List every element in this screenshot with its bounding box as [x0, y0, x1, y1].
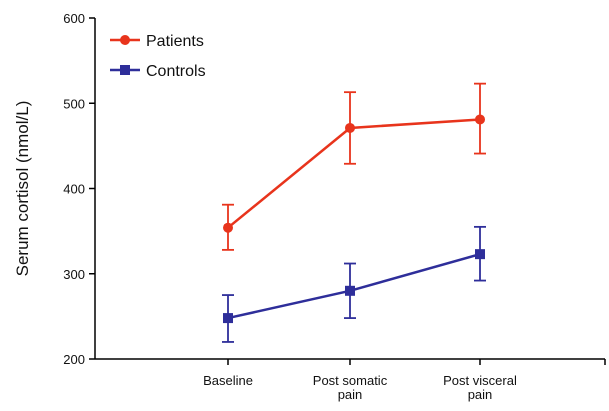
legend-marker	[120, 65, 130, 75]
x-tick-label: Post visceral pain	[443, 373, 517, 402]
x-tick-label: Post somatic pain	[313, 373, 388, 402]
data-point	[475, 249, 485, 260]
legend-label: Patients	[146, 33, 204, 50]
y-tick-label: 600	[63, 11, 85, 26]
legend-label: Controls	[146, 63, 206, 80]
axes: 200 300 400 500 600 Baseline Post somatic pain P…	[13, 11, 606, 402]
series-controls	[222, 225, 486, 343]
data-point	[475, 114, 485, 125]
data-point	[223, 313, 233, 324]
legend: Patients Controls	[110, 33, 206, 80]
series-layer	[222, 82, 486, 343]
y-tick-label: 400	[63, 182, 85, 197]
y-tick-label: 500	[63, 96, 85, 111]
series-line	[227, 118, 481, 229]
legend-marker	[120, 35, 130, 45]
y-tick-label: 300	[63, 267, 85, 282]
y-axis-label: Serum cortisol (nmol/L)	[13, 101, 32, 277]
data-point	[223, 222, 233, 233]
y-tick-label: 200	[63, 352, 85, 367]
x-tick-label: Baseline	[203, 373, 253, 388]
series-patients	[222, 82, 486, 251]
data-point	[345, 285, 355, 296]
data-point	[345, 122, 355, 133]
